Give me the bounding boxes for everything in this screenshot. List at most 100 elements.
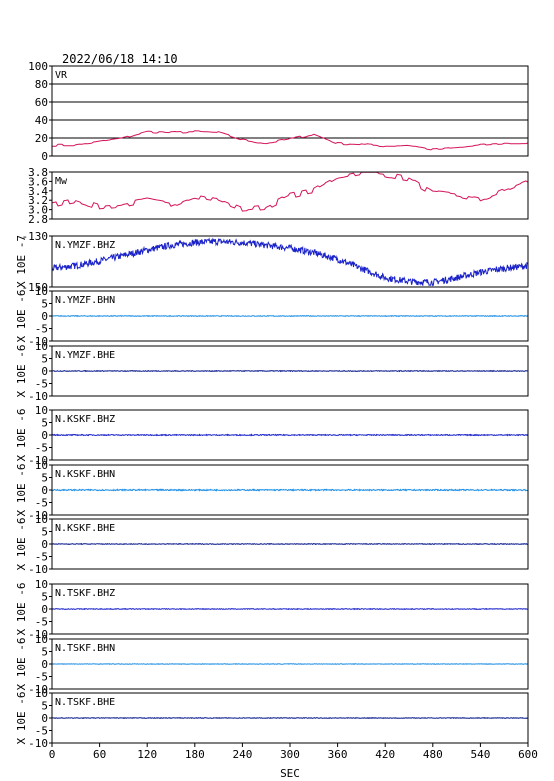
y-axis-label: X 10E -7 <box>15 235 28 288</box>
y-tick-label: 5 <box>41 700 48 713</box>
datetime-title: 2022/06/18 14:10 <box>62 52 178 66</box>
y-tick-label: 3.8 <box>28 166 48 179</box>
trace-ymzf-bhz <box>51 237 529 287</box>
y-tick-label: 5 <box>41 298 48 311</box>
y-axis-label: X 10E -6 <box>15 345 28 398</box>
x-tick-label: 600 <box>518 748 538 761</box>
y-tick-label: 0 <box>41 712 48 725</box>
panel-label: N.YMZF.BHE <box>55 350 115 361</box>
trace-ymzf-bhe <box>51 369 529 373</box>
panels: 100806040200VR3.83.63.43.23.02.8Mw-130-1… <box>15 60 529 750</box>
trace-kskf-bhz <box>52 433 529 437</box>
panel-label: N.KSKF.BHE <box>55 523 115 534</box>
trace-vr <box>52 130 529 151</box>
panel-frame <box>51 65 529 157</box>
y-tick-label: -10 <box>28 737 48 750</box>
y-tick-label: 3.0 <box>28 204 48 217</box>
x-tick-label: 540 <box>470 748 490 761</box>
y-tick-label: 0 <box>41 429 48 442</box>
y-tick-label: 0 <box>41 365 48 378</box>
y-tick-label: 10 <box>35 459 48 472</box>
y-axis-label: X 10E -6 <box>15 692 28 745</box>
y-tick-label: -130 <box>22 230 49 243</box>
panel-frame <box>51 235 529 288</box>
y-tick-label: 10 <box>35 578 48 591</box>
y-axis-label: X 10E -6 <box>15 290 28 343</box>
y-tick-label: -10 <box>28 563 48 576</box>
y-tick-label: 2.8 <box>28 213 48 226</box>
y-tick-label: 0 <box>41 538 48 551</box>
trace-tskf-bhz <box>51 607 528 611</box>
y-tick-label: 20 <box>35 132 48 145</box>
y-tick-label: -10 <box>28 335 48 348</box>
x-tick-label: 300 <box>280 748 300 761</box>
panel-frame <box>51 583 529 635</box>
panel-label: N.TSKF.BHZ <box>55 588 115 599</box>
y-tick-label: 10 <box>35 404 48 417</box>
y-tick-label: -5 <box>35 551 48 564</box>
y-tick-label: -5 <box>35 671 48 684</box>
y-axis-label: X 10E -6 <box>15 518 28 571</box>
panel-mw: 3.83.63.43.23.02.8 Mw <box>28 166 529 226</box>
x-tick-label: 180 <box>185 748 205 761</box>
y-tick-label: -150 <box>22 281 49 294</box>
y-axis-label: X 10E -6 <box>15 638 28 691</box>
y-tick-label: 0 <box>41 150 48 163</box>
y-tick-label: 80 <box>35 78 48 91</box>
y-tick-label: -10 <box>28 683 48 696</box>
panel-frame <box>51 464 529 516</box>
x-tick-label: 240 <box>232 748 252 761</box>
y-axis-label: X 10E -6 <box>15 464 28 517</box>
trace-mw <box>51 171 529 212</box>
y-tick-label: -10 <box>28 454 48 467</box>
y-tick-label: 3.4 <box>28 185 48 198</box>
x-tick-label: 480 <box>423 748 443 761</box>
trace-kskf-bhn <box>51 488 529 492</box>
y-tick-label: 10 <box>35 687 48 700</box>
panel-label: N.YMZF.BHZ <box>55 240 115 251</box>
y-tick-label: 0 <box>41 658 48 671</box>
panel-frame <box>51 518 529 570</box>
panel-vr: 100 80 60 40 20 0 VR <box>28 60 529 163</box>
panel-frame <box>51 638 529 690</box>
y-tick-label: 0 <box>41 484 48 497</box>
panel-label: N.YMZF.BHN <box>55 295 115 306</box>
panel-label: N.KSKF.BHZ <box>55 414 115 425</box>
panel-label: Mw <box>55 176 68 187</box>
x-tick-label: 420 <box>375 748 395 761</box>
y-tick-label: 10 <box>35 513 48 526</box>
trace-ymzf-bhn <box>51 314 529 318</box>
panel-label: VR <box>55 70 68 81</box>
y-tick-label: 5 <box>41 417 48 430</box>
panel-frame <box>51 171 529 220</box>
y-tick-label: 0 <box>41 310 48 323</box>
y-tick-label: 10 <box>35 340 48 353</box>
x-axis: 0 60 120 180 240 300 360 420 480 540 600 <box>49 743 538 761</box>
y-tick-label: -5 <box>35 497 48 510</box>
x-tick-label: 120 <box>137 748 157 761</box>
y-tick-label: -5 <box>35 616 48 629</box>
panel-frame <box>51 290 529 342</box>
y-tick-label: 5 <box>41 353 48 366</box>
panel-frame <box>51 409 529 461</box>
y-tick-label: 10 <box>35 285 48 298</box>
y-tick-label: 60 <box>35 96 48 109</box>
y-tick-label: -10 <box>28 509 48 522</box>
y-tick-label: -5 <box>35 378 48 391</box>
y-tick-label: -5 <box>35 725 48 738</box>
y-tick-label: -5 <box>35 442 48 455</box>
y-tick-label: 100 <box>28 60 48 73</box>
panel-label: N.TSKF.BHE <box>55 697 115 708</box>
x-axis-label: SEC <box>280 767 300 780</box>
y-tick-label: 5 <box>41 646 48 659</box>
y-tick-label: 5 <box>41 591 48 604</box>
